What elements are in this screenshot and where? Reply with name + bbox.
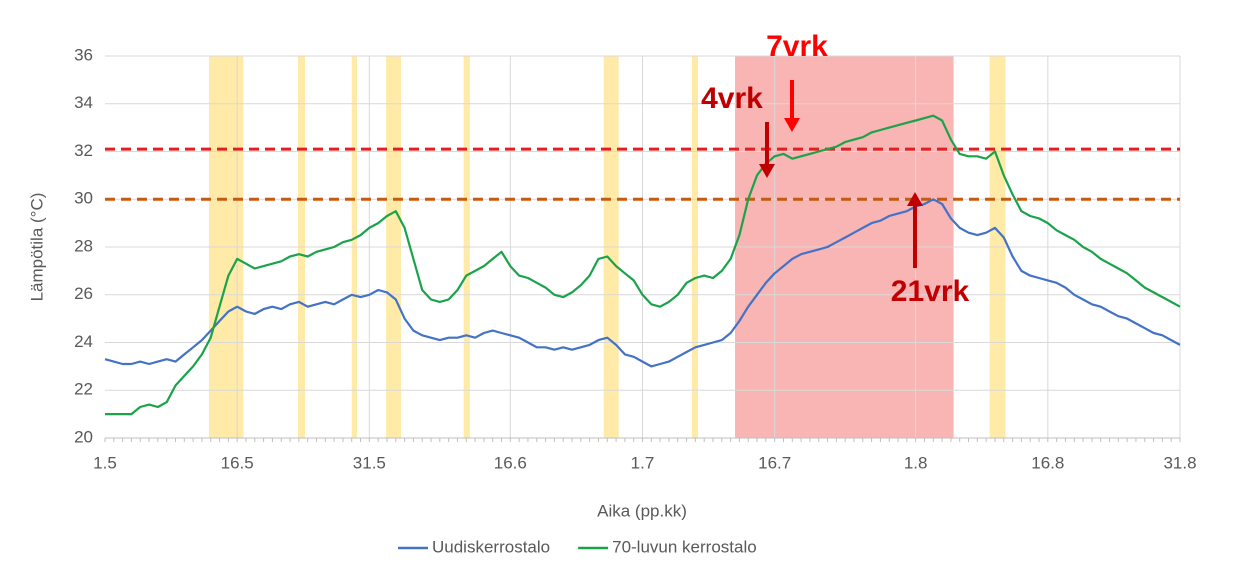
x-tick-label: 31.5 bbox=[353, 453, 386, 472]
annotation-arrowhead bbox=[907, 192, 923, 206]
x-tick-label: 1.5 bbox=[93, 453, 117, 472]
series-line bbox=[104, 198, 1181, 368]
x-tick-label: 16.8 bbox=[1031, 453, 1064, 472]
annotation: 21vrk bbox=[891, 275, 970, 308]
y-tick-label: 22 bbox=[74, 380, 93, 399]
y-tick-label: 30 bbox=[74, 189, 93, 208]
y-tick-label: 28 bbox=[74, 236, 93, 255]
y-axis-title: Lämpötila (°C) bbox=[27, 193, 46, 302]
y-tick-label: 32 bbox=[74, 141, 93, 160]
annotation: 4vrk bbox=[701, 82, 763, 115]
x-tick-label: 16.6 bbox=[494, 453, 527, 472]
x-tick-label: 31.8 bbox=[1163, 453, 1196, 472]
x-axis-title: Aika (pp.kk) bbox=[597, 501, 687, 520]
x-tick-label: 1.8 bbox=[904, 453, 928, 472]
y-tick-label: 24 bbox=[74, 332, 93, 351]
annotation-arrowhead bbox=[759, 164, 775, 178]
y-tick-label: 26 bbox=[74, 284, 93, 303]
x-tick-label: 16.7 bbox=[758, 453, 791, 472]
legend-label: 70-luvun kerrostalo bbox=[612, 537, 757, 556]
annotation-arrowhead bbox=[784, 118, 800, 132]
series-line bbox=[105, 114, 1181, 416]
y-tick-label: 34 bbox=[74, 93, 93, 112]
annotation: 7vrk bbox=[766, 30, 828, 63]
y-tick-label: 20 bbox=[74, 427, 93, 446]
x-tick-label: 16.5 bbox=[221, 453, 254, 472]
x-tick-label: 1.7 bbox=[631, 453, 655, 472]
legend-label: Uudiskerrostalo bbox=[432, 537, 550, 556]
y-tick-label: 36 bbox=[74, 45, 93, 64]
